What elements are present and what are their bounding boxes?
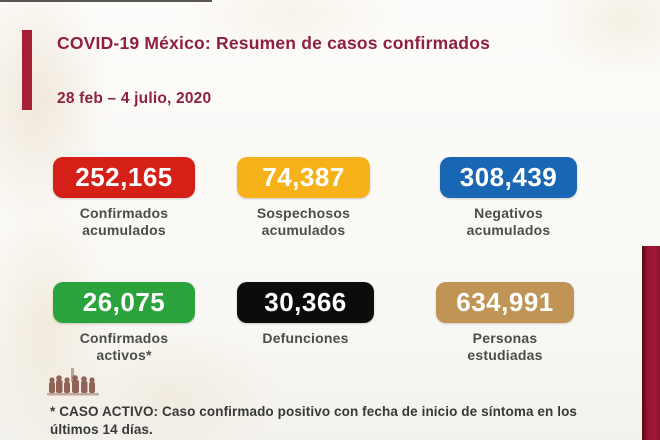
stat-value-pill: 26,075	[53, 282, 195, 323]
page-title: COVID-19 México: Resumen de casos confir…	[57, 33, 491, 53]
right-edge-bar	[642, 246, 660, 440]
stat-value: 26,075	[82, 287, 166, 317]
stat-label: Sospechosos acumulados	[256, 205, 351, 238]
stat-card-personas-estudiadas: 634,991 Personas estudiadas	[436, 282, 574, 364]
stat-value: 252,165	[75, 162, 173, 192]
stat-card-sospechosos-acumulados: 74,387 Sospechosos acumulados	[237, 157, 370, 239]
stat-value-pill: 634,991	[436, 282, 574, 323]
date-range: 28 feb – 4 julio, 2020	[57, 90, 212, 107]
stat-label: Personas estudiadas	[467, 330, 543, 363]
header-accent-bar	[22, 30, 32, 110]
stat-label: Confirmados acumulados	[79, 205, 169, 238]
stat-card-confirmados-activos: 26,075 Confirmados activos*	[53, 282, 195, 364]
stat-value: 308,439	[459, 162, 558, 192]
stat-card-confirmados-acumulados: 252,165 Confirmados acumulados	[53, 157, 195, 239]
footnote-text: * CASO ACTIVO: Caso confirmado positivo …	[50, 404, 578, 438]
stat-value-pill: 308,439	[440, 157, 577, 198]
stat-label: Confirmados activos*	[79, 330, 169, 363]
stat-label: Defunciones	[262, 330, 349, 346]
stat-label: Negativos acumulados	[466, 205, 551, 238]
stat-value: 30,366	[264, 287, 347, 317]
stat-card-negativos-acumulados: 308,439 Negativos acumulados	[440, 157, 577, 239]
stat-value-pill: 30,366	[237, 282, 374, 323]
stat-value: 634,991	[456, 287, 554, 317]
stat-value-pill: 252,165	[53, 157, 195, 198]
top-edge-line	[0, 0, 212, 2]
heroes-figures-image	[47, 368, 99, 396]
stat-value: 74,387	[262, 162, 345, 192]
stat-card-defunciones: 30,366 Defunciones	[237, 282, 374, 347]
stat-value-pill: 74,387	[237, 157, 370, 198]
